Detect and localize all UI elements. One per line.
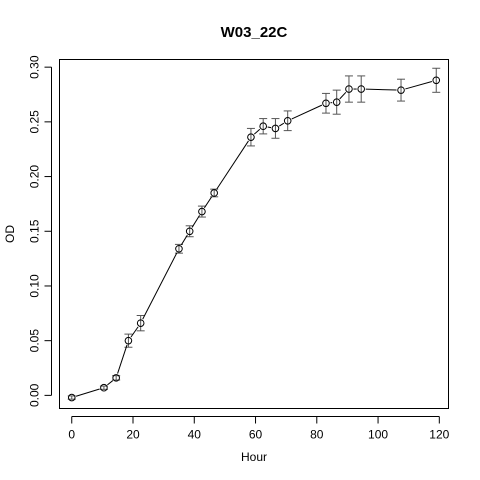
x-tick-label: 20 [126, 428, 140, 442]
data-points [67, 76, 441, 402]
line-segment [117, 344, 128, 374]
error-bar [246, 127, 255, 147]
data-point [357, 85, 366, 93]
data-point [271, 124, 280, 133]
data-point [345, 85, 353, 93]
data-point [247, 133, 255, 141]
error-bar [344, 75, 353, 103]
line-segment [405, 81, 433, 90]
y-tick-label: 0.00 [28, 383, 42, 407]
data-point [124, 336, 133, 345]
data-point [283, 116, 292, 125]
plot-frame [59, 59, 449, 409]
x-tick-label: 0 [68, 428, 75, 442]
x-axis: 0 20 40 60 80 100 120 [68, 416, 450, 442]
data-point [397, 86, 405, 94]
y-tick-label: 0.10 [28, 274, 42, 298]
error-bar [283, 110, 292, 132]
data-point [100, 383, 108, 392]
error-bar [397, 78, 406, 102]
data-point [185, 227, 194, 236]
line-segment [142, 252, 178, 320]
data-point [259, 122, 267, 131]
y-tick-label: 0.15 [28, 219, 42, 243]
line-segment [253, 128, 261, 135]
y-axis: 0.00 0.05 0.10 0.15 0.20 0.25 0.30 [28, 55, 52, 407]
line-segment [216, 140, 249, 190]
line-segment [203, 196, 213, 209]
y-tick-label: 0.25 [28, 110, 42, 134]
data-point [432, 76, 441, 85]
error-bar [136, 315, 145, 332]
line-segment [339, 91, 347, 100]
line-segment [75, 388, 100, 397]
y-tick-label: 0.20 [28, 165, 42, 189]
series-line [75, 81, 433, 397]
data-point [210, 189, 218, 197]
error-bar [259, 118, 268, 135]
data-point [67, 393, 76, 402]
data-point [332, 98, 341, 106]
error-bar [432, 67, 441, 93]
x-tick-label: 120 [429, 428, 449, 442]
x-tick-label: 100 [368, 428, 388, 442]
error-bar [321, 92, 330, 114]
x-axis-label: Hour [241, 450, 267, 464]
line-segment [180, 234, 188, 246]
x-tick-label: 40 [188, 428, 202, 442]
line-segment [291, 104, 323, 120]
data-point [136, 319, 145, 327]
line-segment [267, 126, 272, 129]
data-point [198, 207, 206, 216]
data-point [322, 99, 330, 108]
chart-title: W03_22C [221, 24, 288, 41]
y-tick-label: 0.05 [28, 329, 42, 353]
y-axis-label: OD [3, 225, 17, 243]
line-segment [278, 122, 285, 127]
data-point [175, 244, 183, 253]
y-tick-label: 0.30 [28, 55, 42, 79]
error-bar [271, 118, 280, 139]
line-segment [107, 380, 113, 386]
data-point [112, 374, 120, 382]
line-segment [130, 326, 139, 338]
x-tick-label: 60 [249, 428, 263, 442]
x-tick-label: 80 [310, 428, 324, 442]
error-bar [357, 75, 366, 103]
error-bar [332, 89, 341, 115]
line-segment [191, 215, 200, 228]
line-segment [365, 88, 397, 91]
